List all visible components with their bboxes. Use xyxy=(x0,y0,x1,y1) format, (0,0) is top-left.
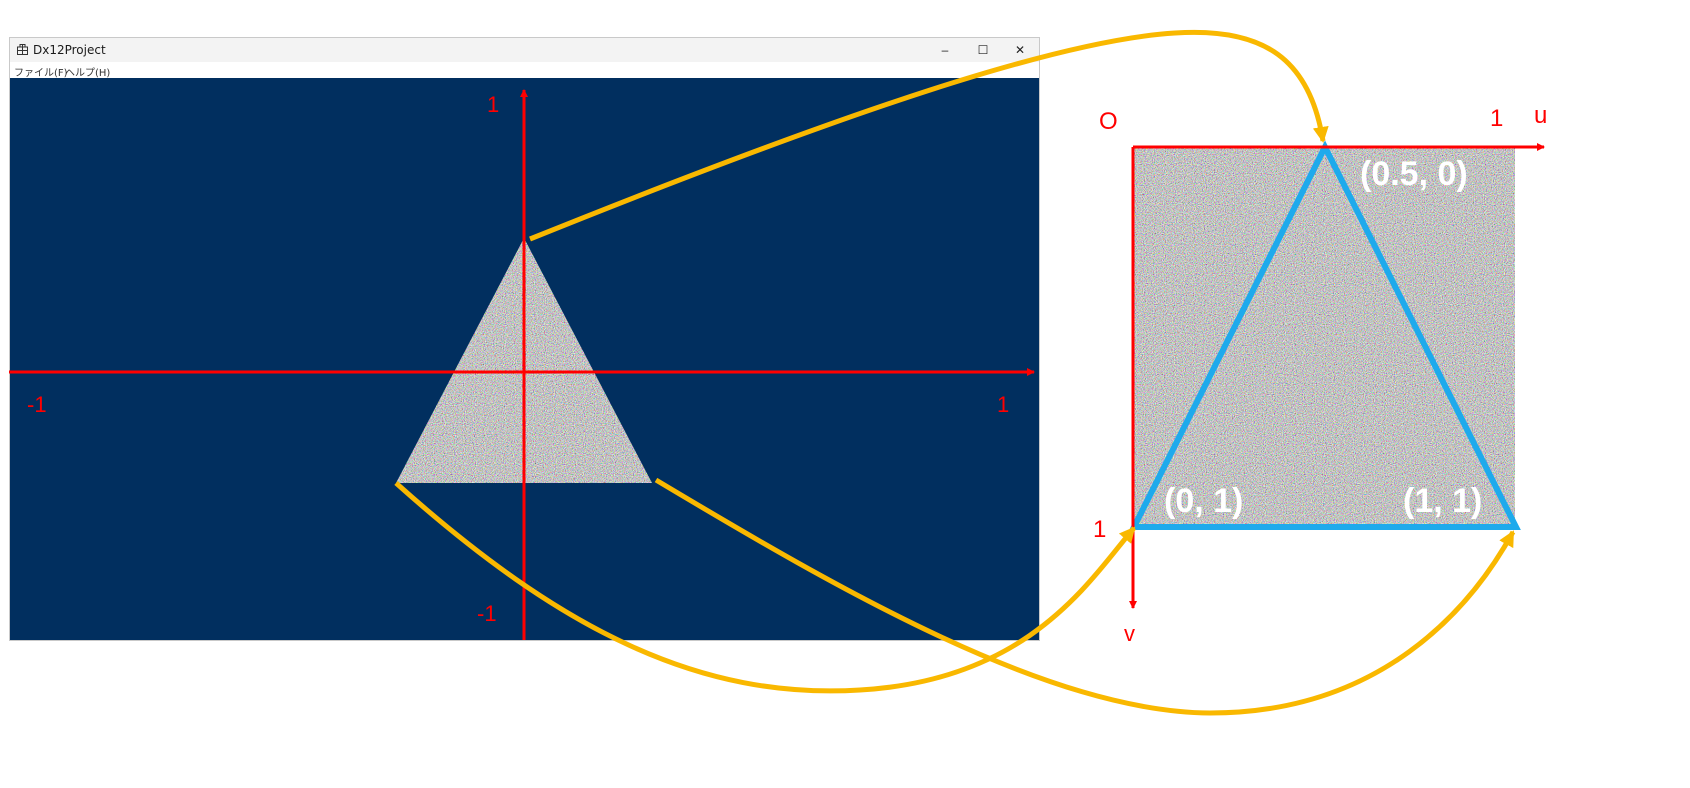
uv-triangle-outline xyxy=(1129,140,1521,530)
screen-y-pos-label: 1 xyxy=(487,92,499,117)
v-one-label: 1 xyxy=(1093,516,1106,543)
uv-point-left-label: (0, 1) xyxy=(1164,482,1243,520)
title-bar[interactable]: Dx12Project – ☐ ✕ xyxy=(10,38,1039,62)
u-one-label: 1 xyxy=(1490,105,1503,132)
maximize-button[interactable]: ☐ xyxy=(964,38,1002,62)
menu-file[interactable]: ファイル(F) xyxy=(14,68,68,79)
v-axis-label: v xyxy=(1124,621,1135,646)
maximize-icon: ☐ xyxy=(977,43,989,57)
mapping-arrow-right-vertex xyxy=(654,477,1516,716)
menu-bar: ファイル(F) ヘルプ(H) xyxy=(10,62,1039,79)
uv-point-top-label: (0.5, 0) xyxy=(1360,155,1468,193)
minimize-icon: – xyxy=(941,43,949,57)
minimize-button[interactable]: – xyxy=(926,38,964,62)
screen-x-neg-label: -1 xyxy=(27,392,47,417)
close-button[interactable]: ✕ xyxy=(1001,38,1039,62)
mapping-arrow-left-vertex xyxy=(394,481,1136,694)
u-axis-label: u xyxy=(1534,102,1547,129)
screen-y-neg-label: -1 xyxy=(477,601,497,626)
app-icon xyxy=(17,44,28,55)
close-icon: ✕ xyxy=(1014,43,1026,57)
uv-texture-square xyxy=(1133,147,1515,527)
menu-help[interactable]: ヘルプ(H) xyxy=(65,68,111,79)
uv-point-right-label: (1, 1) xyxy=(1403,482,1482,520)
uv-origin-label: O xyxy=(1099,108,1118,135)
window-title: Dx12Project xyxy=(33,43,106,57)
screen-x-pos-label: 1 xyxy=(997,392,1009,417)
mapping-arrow-top-vertex xyxy=(529,29,1329,242)
